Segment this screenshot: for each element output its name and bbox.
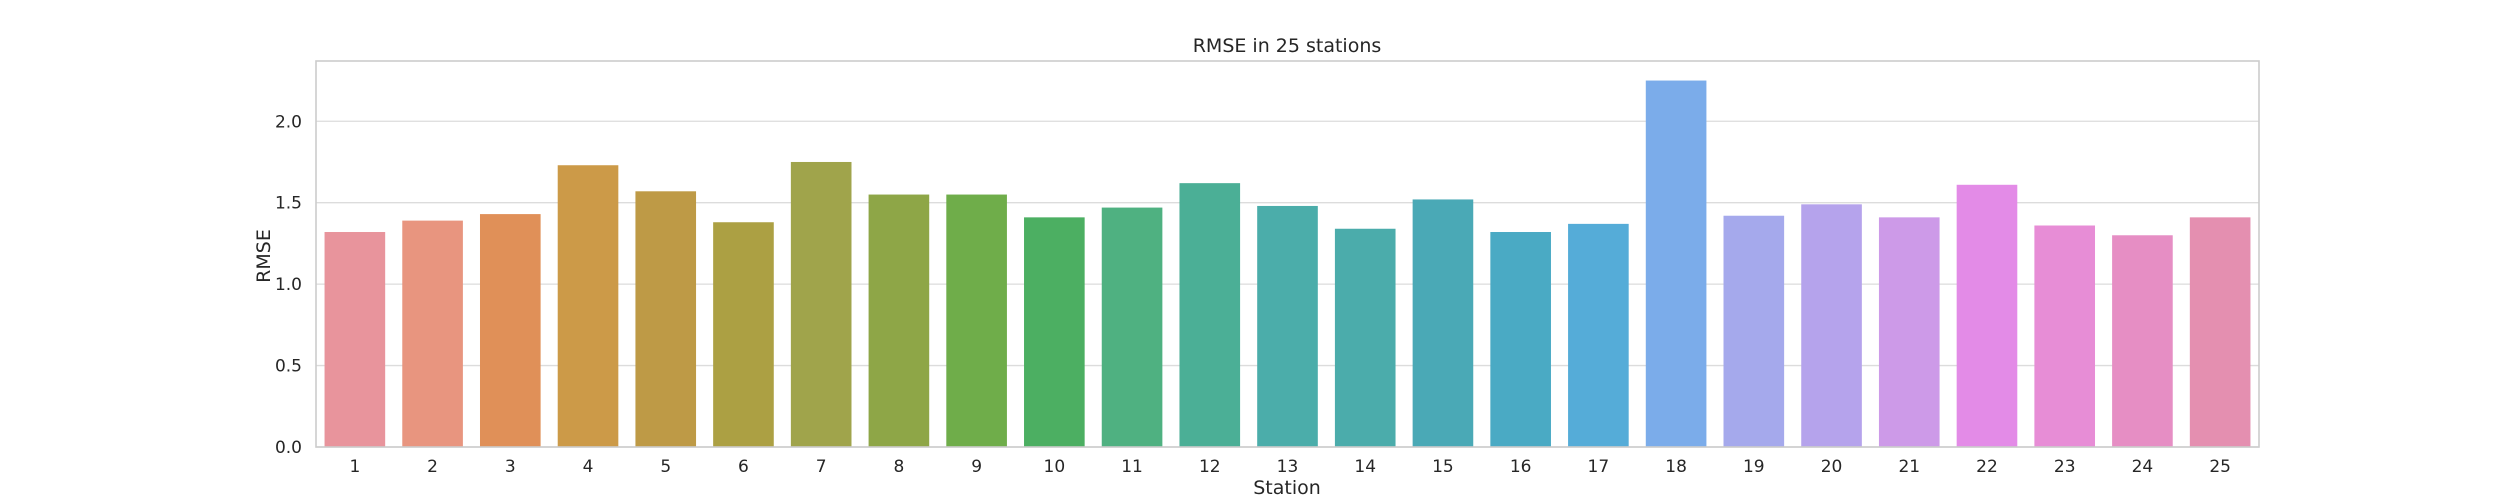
y-tick-labels: 0.0 0.5 1.0 1.5 2.0: [275, 112, 302, 458]
y-tick-label: 0.0: [275, 438, 302, 458]
x-tick-label: 12: [1199, 457, 1221, 477]
bar-station-3: [479, 214, 541, 447]
x-tick-labels: 1 2 3 4 5 6 7 8 9 10 11 12 13 14 15 16 17 18 19 20 21 22 23 24 2…: [349, 457, 2231, 477]
bar-station-22: [1956, 184, 2018, 448]
x-tick-label: 8: [893, 457, 904, 477]
x-tick-label: 7: [816, 457, 827, 477]
x-tick-label: 11: [1121, 457, 1143, 477]
x-tick-label: 10: [1044, 457, 1066, 477]
x-tick-label: 20: [1821, 457, 1843, 477]
bar-station-14: [1334, 228, 1396, 447]
bar-station-18: [1645, 80, 1707, 447]
bar-station-8: [868, 194, 930, 447]
x-tick-label: 21: [1898, 457, 1920, 477]
x-tick-label: 5: [660, 457, 671, 477]
bar-station-21: [1878, 217, 1940, 447]
x-tick-label: 16: [1510, 457, 1532, 477]
x-tick-label: 22: [1976, 457, 1998, 477]
bar-station-5: [635, 191, 697, 447]
x-tick-label: 1: [349, 457, 360, 477]
chart-title: RMSE in 25 stations: [1193, 35, 1382, 57]
bar-station-7: [790, 161, 852, 448]
x-tick-label: 17: [1588, 457, 1610, 477]
bar-station-12: [1179, 183, 1241, 447]
x-tick-label: 2: [427, 457, 438, 477]
bar-station-13: [1257, 205, 1318, 447]
bar-station-10: [1024, 217, 1085, 447]
x-tick-label: 25: [2209, 457, 2231, 477]
x-tick-label: 6: [738, 457, 749, 477]
x-tick-label: 18: [1665, 457, 1687, 477]
bar-station-19: [1723, 215, 1785, 447]
bar-station-16: [1490, 232, 1551, 447]
bars: [324, 80, 2251, 448]
bar-station-6: [713, 222, 774, 447]
x-tick-label: 9: [971, 457, 982, 477]
bar-station-25: [2189, 217, 2251, 447]
x-tick-label: 13: [1277, 457, 1299, 477]
bar-station-20: [1801, 204, 1862, 447]
bar-station-15: [1412, 199, 1474, 447]
x-tick-label: 15: [1432, 457, 1454, 477]
y-tick-label: 2.0: [275, 112, 302, 132]
y-tick-label: 1.0: [275, 275, 302, 295]
y-tick-label: 0.5: [275, 357, 302, 377]
bar-station-11: [1101, 207, 1163, 447]
x-tick-label: 3: [505, 457, 516, 477]
x-axis-label: Station: [1253, 477, 1321, 499]
plot-frame: [315, 60, 2260, 448]
bar-station-9: [946, 194, 1007, 447]
bar-station-4: [557, 165, 619, 448]
y-axis-label: RMSE: [253, 229, 275, 283]
bar-station-1: [324, 232, 386, 447]
x-tick-label: 14: [1354, 457, 1376, 477]
bar-station-2: [402, 220, 463, 447]
x-tick-label: 24: [2132, 457, 2154, 477]
y-tick-label: 1.5: [275, 194, 302, 214]
bar-station-24: [2112, 235, 2173, 447]
bar-station-23: [2034, 225, 2096, 447]
x-tick-label: 4: [583, 457, 594, 477]
bar-station-17: [1568, 223, 1629, 447]
x-tick-label: 19: [1743, 457, 1765, 477]
x-tick-label: 23: [2054, 457, 2076, 477]
